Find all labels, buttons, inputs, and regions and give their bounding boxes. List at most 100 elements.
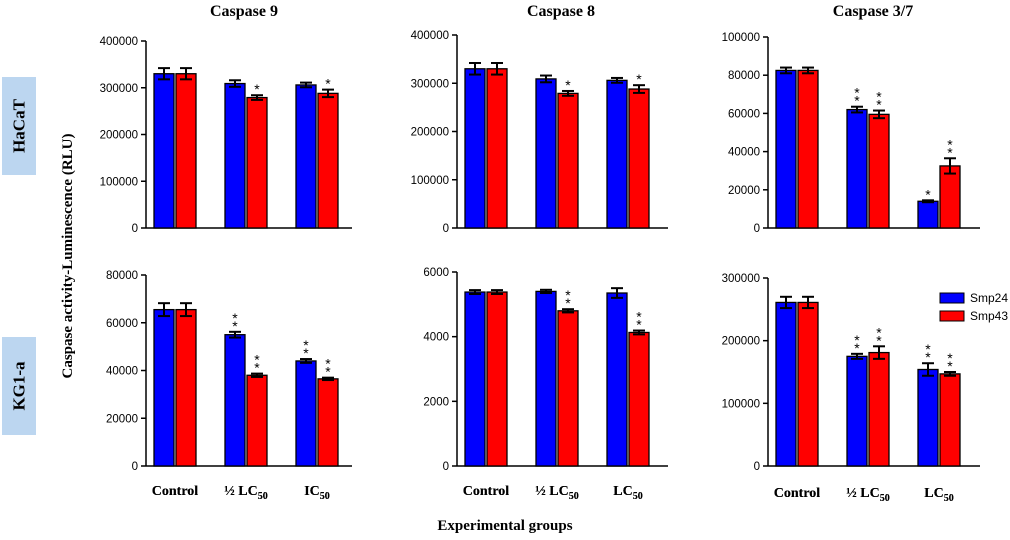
error-bar-smp43-1 [873, 109, 885, 120]
svg-text:*: * [325, 364, 331, 380]
bar-smp43-0 [486, 68, 508, 229]
error-bar-smp24-0 [469, 61, 481, 76]
svg-text:*: * [876, 332, 882, 348]
category-label-2: LC50 [924, 486, 953, 504]
bar-smp43-0 [797, 301, 819, 467]
category-label-0: Control [463, 484, 510, 499]
error-bar-smp24-2 [611, 287, 623, 299]
legend-item-smp43: Smp43 [939, 309, 1008, 323]
y-tick-label-2: 40000 [728, 147, 760, 159]
significance-smp43-2: * [636, 71, 642, 87]
significance-smp43-2: * [325, 76, 331, 92]
category-label-0: Control [774, 486, 821, 501]
category-label-1: ½ LC50 [846, 486, 889, 504]
significance-smp43-2: ** [636, 309, 642, 333]
bar-smp24-2 [917, 368, 939, 467]
svg-text:*: * [876, 324, 882, 340]
y-tick-label-4: 400000 [100, 36, 138, 48]
svg-text:*: * [925, 349, 931, 365]
svg-text:*: * [636, 71, 642, 87]
y-tick-label-1: 100000 [722, 398, 760, 410]
error-bar-smp24-0 [469, 289, 481, 295]
significance-smp43-1: ** [876, 324, 882, 348]
error-bar-smp24-1 [229, 330, 241, 339]
bar-smp24-0 [775, 301, 797, 467]
bar-smp24-2 [606, 79, 628, 229]
panel-title: Caspase 9 [210, 3, 278, 20]
y-tick-label-3: 60000 [106, 318, 138, 330]
svg-text:*: * [303, 337, 309, 353]
bar-smp24-0 [775, 69, 797, 229]
bar-smp24-2 [295, 360, 317, 467]
error-bar-smp24-2 [300, 81, 312, 89]
svg-text:*: * [565, 77, 571, 93]
y-tick-label-0: 0 [443, 461, 449, 473]
category-label-2: IC50 [304, 484, 330, 502]
error-bar-smp24-1 [540, 288, 552, 295]
y-tick-label-3: 300000 [100, 83, 138, 95]
bar-smp24-2 [606, 292, 628, 467]
svg-text:*: * [636, 309, 642, 325]
error-bar-smp24-0 [780, 66, 792, 75]
svg-text:*: * [232, 310, 238, 326]
legend-item-smp24: Smp24 [939, 291, 1008, 305]
bar-smp24-2 [917, 200, 939, 229]
svg-text:*: * [854, 332, 860, 348]
significance-smp43-1: ** [254, 352, 260, 376]
svg-text:*: * [854, 340, 860, 356]
bar-smp24-0 [153, 73, 175, 229]
legend-label-smp43: Smp43 [970, 309, 1008, 323]
significance-smp24-1: ** [854, 85, 860, 109]
y-tick-label-0: 0 [132, 223, 138, 235]
y-tick-label-1: 20000 [728, 185, 760, 197]
error-bar-smp43-0 [180, 67, 192, 81]
error-bar-smp43-0 [180, 302, 192, 318]
error-bar-smp43-1 [562, 308, 574, 314]
bar-smp43-1 [246, 96, 268, 229]
legend-swatch-smp43 [939, 310, 965, 322]
bar-smp43-1 [246, 374, 268, 467]
row-label-hacat: HaCaT [2, 77, 36, 175]
category-label-0: Control [152, 484, 199, 499]
error-bar-smp43-2 [944, 157, 956, 175]
error-bar-smp43-1 [873, 345, 885, 360]
row-label-kg1a-text: KG1-a [10, 361, 29, 411]
bar-smp24-0 [153, 308, 175, 467]
bar-smp43-1 [868, 113, 890, 229]
bar-smp43-2 [628, 88, 650, 229]
bar-smp43-2 [628, 331, 650, 467]
svg-text:*: * [565, 295, 571, 311]
error-bar-smp24-1 [851, 352, 863, 360]
y-tick-label-4: 400000 [411, 30, 449, 42]
row-label-kg1a: KG1-a [2, 337, 36, 435]
category-label-1: ½ LC50 [224, 484, 267, 502]
error-bar-smp43-2 [633, 329, 645, 336]
y-tick-label-1: 20000 [106, 413, 138, 425]
svg-text:*: * [325, 76, 331, 92]
bar-smp24-0 [464, 68, 486, 229]
svg-text:*: * [254, 352, 260, 368]
bar-smp24-0 [464, 291, 486, 467]
significance-smp43-1: * [254, 81, 260, 97]
significance-smp24-1: ** [232, 310, 238, 334]
y-tick-label-4: 80000 [106, 270, 138, 282]
bar-smp24-2 [295, 84, 317, 229]
error-bar-smp43-0 [802, 295, 814, 310]
bar-smp43-2 [317, 92, 339, 229]
svg-text:*: * [947, 136, 953, 152]
category-label-1: ½ LC50 [846, 486, 889, 504]
category-label-1: ½ LC50 [224, 484, 267, 502]
bar-smp24-1 [846, 355, 868, 467]
y-tick-label-1: 2000 [423, 396, 449, 408]
significance-smp43-2: ** [325, 356, 331, 380]
svg-text:*: * [636, 317, 642, 333]
category-label-0: Control [463, 484, 510, 499]
panel-caspase37-hacat: Caspase 3/7 0 20000 40000 60000 80000 100000 Co… [722, 3, 980, 504]
error-bar-smp43-1 [562, 89, 574, 97]
significance-smp24-2: ** [303, 337, 309, 361]
error-bar-smp43-0 [491, 289, 503, 295]
row-label-kg1a-bg [2, 337, 36, 435]
category-label-0: Control [774, 486, 821, 501]
svg-text:*: * [947, 358, 953, 374]
